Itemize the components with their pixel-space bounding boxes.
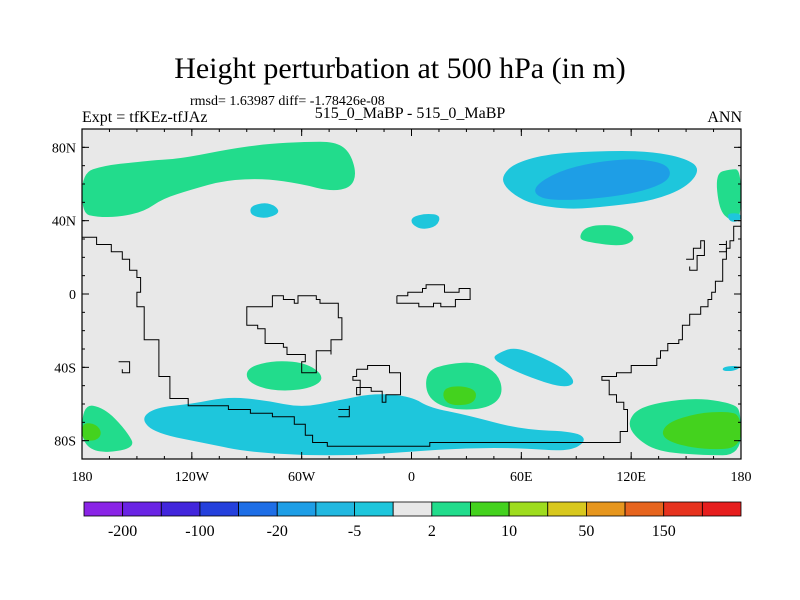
contour-region-3 (580, 225, 634, 246)
colorbar-label: 10 (501, 523, 517, 540)
colorbar-label: 150 (652, 523, 676, 540)
y-tick-label: 40S (54, 361, 76, 376)
stats-text: rmsd= 1.63987 diff= -1.78426e-08 (190, 94, 385, 109)
case-subtitle: 515_0_MaBP - 515_0_MaBP (314, 105, 506, 122)
coastline-layer (82, 211, 741, 447)
colorbar-swatch-4 (199, 501, 239, 517)
y-tick-label: 40N (52, 215, 76, 230)
colorbar-swatch-15 (624, 501, 665, 517)
colorbar-swatch-13 (547, 501, 587, 517)
colorbar-label: -100 (185, 523, 214, 540)
colorbar-label: 2 (428, 523, 436, 540)
colorbar-label: 50 (578, 523, 594, 540)
page-title: Height perturbation at 500 hPa (in m) (174, 52, 626, 85)
coastline-3 (396, 284, 471, 308)
colorbar-swatch-2 (122, 501, 162, 517)
experiment-label: Expt = tfKEz-tfJAz (82, 109, 208, 126)
colorbar-label: -20 (267, 523, 288, 540)
contour-region-17 (411, 213, 440, 229)
colorbar-swatch-12 (508, 501, 549, 517)
colorbar-swatch-1 (83, 501, 124, 517)
x-tick-label: 60W (288, 470, 316, 485)
colorbar-swatch-9 (392, 501, 433, 517)
contour-region-7 (82, 405, 133, 452)
season-label: ANN (707, 109, 742, 126)
colorbar-swatch-11 (470, 501, 510, 517)
x-tick-label: 60E (510, 470, 533, 485)
colorbar-swatch-17 (701, 501, 742, 517)
contour-region-1 (82, 141, 356, 217)
contour-region-8 (82, 423, 101, 441)
contour-region-11 (144, 394, 584, 456)
colorbar-label: -200 (108, 523, 137, 540)
coastline-1 (82, 211, 741, 447)
coastline-6 (338, 405, 350, 418)
colorbar-swatch-14 (586, 501, 626, 517)
coastline-7 (686, 240, 705, 271)
contour-region-18 (727, 213, 741, 222)
colorbar-swatch-5 (238, 501, 278, 517)
contour-fill-layer (82, 141, 741, 456)
x-tick-label: 120E (616, 470, 646, 485)
x-tick-label: 120W (175, 470, 210, 485)
coastline-2 (246, 295, 343, 374)
contour-region-12 (494, 348, 574, 387)
x-tick-label: 0 (408, 470, 415, 485)
contour-region-4 (246, 361, 322, 391)
colorbar-label: -5 (348, 523, 361, 540)
y-tick-label: 80S (54, 435, 76, 450)
colorbar-swatch-10 (431, 501, 471, 517)
contour-region-10 (662, 411, 741, 450)
coastline-8 (719, 240, 727, 253)
colorbar: -200 -100 -20 -5 2 10 50 150 (83, 501, 742, 540)
contour-region-2 (716, 169, 741, 221)
contour-region-6 (443, 386, 476, 406)
x-tick-label: 180 (72, 470, 93, 485)
y-tick-label: 0 (69, 288, 76, 303)
contour-region-16 (250, 203, 279, 218)
coastline-5 (118, 361, 131, 374)
colorbar-swatch-3 (160, 501, 201, 517)
y-tick-label: 80N (52, 141, 76, 156)
colorbar-swatch-8 (354, 501, 394, 517)
x-tick-label: 180 (731, 470, 752, 485)
coastline-4 (352, 365, 401, 403)
colorbar-swatch-16 (663, 501, 703, 517)
colorbar-swatch-7 (315, 501, 355, 517)
contour-region-15 (535, 159, 670, 200)
colorbar-swatch-6 (276, 501, 317, 517)
